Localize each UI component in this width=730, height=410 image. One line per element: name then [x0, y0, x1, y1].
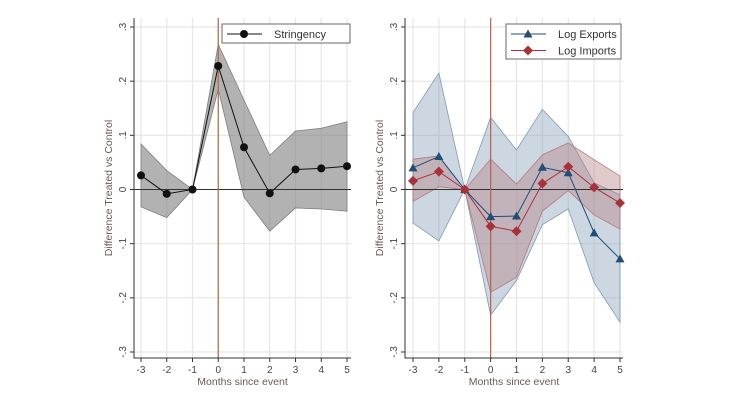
x-tick-label: -2 [162, 365, 171, 376]
data-point [162, 189, 171, 198]
y-axis-label: Difference Treated vs Control [103, 120, 115, 256]
x-axis-label: Months since event [469, 376, 560, 388]
data-point [433, 166, 444, 177]
data-point [512, 211, 521, 220]
x-tick-label: -3 [409, 365, 418, 376]
y-axis-label: Difference Treated vs Control [374, 120, 386, 256]
plot-area [405, 18, 623, 358]
data-point [137, 171, 145, 180]
data-point [317, 164, 326, 173]
legend: Stringency [221, 23, 351, 44]
legend-label: Log Exports [558, 29, 617, 41]
y-tick-label: -.2 [118, 292, 129, 304]
data-point [265, 189, 274, 198]
x-tick-label: 3 [293, 365, 299, 376]
x-tick-label: -1 [460, 365, 469, 376]
y-tick-label: -.1 [118, 237, 129, 249]
y-tick-label: .1 [389, 131, 400, 140]
legend-box [505, 23, 622, 60]
y-tick-label: .2 [118, 77, 129, 86]
panel-1: .3 .2 .1 0 -.1 -.2 -.3 -3 -2 -1 0 1 2 3 4 5 Months since… [103, 18, 351, 388]
y-tick-label: .3 [389, 22, 400, 31]
y-tick-label: 0 [118, 186, 129, 192]
data-point [240, 143, 248, 152]
axes [133, 18, 351, 359]
data-point [408, 175, 418, 186]
x-tick-label: -1 [188, 365, 197, 376]
legend-marker [523, 29, 533, 38]
x-tick-label: 5 [344, 365, 350, 376]
x-tick-label: 1 [514, 365, 520, 376]
x-tick-label: 4 [591, 365, 597, 376]
legend: Log Exports Log Imports [505, 23, 622, 60]
x-tick-label: -3 [137, 365, 146, 376]
x-tick-label: 0 [488, 365, 494, 376]
x-tick-label: 2 [540, 365, 546, 376]
data-point [563, 168, 573, 177]
data-point [486, 212, 496, 221]
data-point [291, 165, 300, 174]
x-tick-label: 5 [617, 365, 623, 376]
data-point [485, 221, 496, 232]
data-point [188, 185, 197, 194]
data-point [615, 254, 625, 263]
x-tick-label: 2 [267, 365, 273, 376]
legend-box [221, 23, 351, 44]
data-point [459, 184, 470, 195]
data-point [214, 62, 223, 70]
x-axis-label: Months since event [197, 376, 288, 388]
data-point [408, 163, 418, 172]
y-tick-label: -.3 [118, 346, 129, 358]
legend-label: Log Imports [558, 46, 617, 58]
x-tick-label: -2 [434, 365, 443, 376]
data-point [537, 178, 548, 189]
data-point [511, 226, 522, 237]
y-tick-label: -.2 [389, 292, 400, 304]
data-point [563, 161, 574, 172]
legend-marker [523, 45, 533, 56]
x-tick-label: 4 [318, 365, 324, 376]
data-point [343, 162, 351, 171]
legend-marker [240, 30, 248, 38]
y-tick-label: .2 [389, 77, 400, 86]
panel-2: .3 .2 .1 0 -.1 -.2 -.3 -3 -2 -1 0 1 2 3 4 5 Months since… [374, 18, 625, 388]
y-tick-label: 0 [389, 186, 400, 192]
x-tick-label: 1 [241, 365, 247, 376]
x-tick-label: 3 [565, 365, 571, 376]
y-tick-label: -.3 [389, 346, 400, 358]
data-point [589, 228, 599, 237]
y-tick-label: .1 [118, 131, 129, 140]
data-point [615, 198, 625, 209]
data-point [434, 151, 444, 160]
x-tick-label: 0 [215, 365, 221, 376]
y-tick-label: -.1 [389, 237, 400, 249]
y-tick-label: .3 [118, 22, 129, 31]
axes [404, 18, 623, 359]
data-point [537, 162, 547, 171]
data-point [589, 182, 600, 193]
legend-label: Stringency [274, 29, 326, 41]
